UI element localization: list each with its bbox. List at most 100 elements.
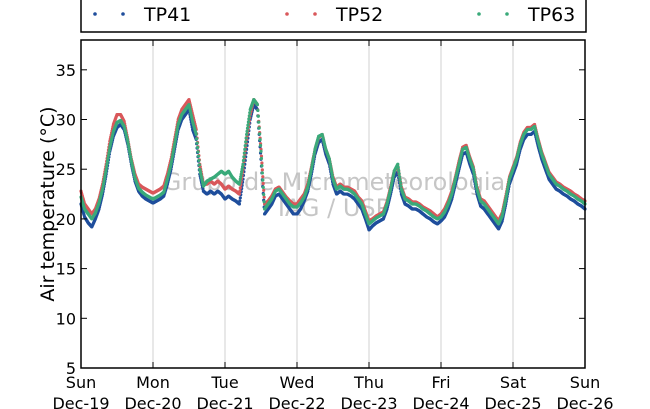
data-point (247, 114, 251, 118)
data-point (506, 182, 511, 186)
data-point (505, 192, 509, 196)
data-point (473, 177, 477, 181)
y-tick-label: 20 (56, 210, 76, 229)
data-point (129, 157, 133, 161)
data-point (473, 175, 477, 179)
data-point (472, 170, 476, 174)
data-point (506, 185, 510, 189)
data-point (312, 152, 316, 156)
data-point (330, 170, 334, 174)
data-point (237, 192, 241, 196)
data-point (106, 153, 111, 158)
x-tick-label-day: Mon (136, 373, 170, 392)
legend-marker (477, 12, 481, 16)
legend-marker (285, 12, 289, 16)
data-point (258, 132, 262, 136)
data-point (505, 189, 509, 194)
data-point (238, 180, 242, 184)
y-tick-label: 25 (56, 160, 76, 179)
data-point (101, 187, 105, 191)
data-point (261, 175, 265, 179)
data-points (79, 98, 587, 232)
data-point (172, 145, 176, 149)
data-point (106, 156, 110, 160)
data-point (259, 154, 264, 158)
data-point (312, 150, 317, 154)
legend-marker (93, 12, 97, 16)
data-point (105, 162, 109, 166)
x-tick-label-date: Dec-25 (484, 394, 541, 409)
data-point (174, 132, 178, 137)
data-point (237, 182, 241, 186)
data-point (173, 137, 178, 141)
data-point (127, 144, 131, 148)
legend-label-TP63: TP63 (527, 4, 575, 26)
data-point (104, 167, 108, 171)
data-point (255, 103, 259, 107)
data-point (262, 195, 266, 199)
x-axis: Sun Dec-19 Mon Dec-20 Tue Dec-21 Wed Dec-22 Thu D… (52, 40, 614, 409)
y-tick-label: 5 (66, 359, 76, 378)
data-point (327, 157, 331, 161)
data-point (258, 138, 262, 142)
data-point (397, 168, 401, 173)
data-point (396, 165, 400, 169)
data-point (128, 152, 132, 156)
data-point (240, 167, 244, 171)
data-point (398, 175, 402, 179)
data-point (239, 175, 243, 179)
data-point (105, 164, 109, 169)
data-point (245, 126, 250, 130)
data-point (174, 135, 178, 139)
legend-marker (313, 12, 317, 16)
data-point (173, 142, 177, 146)
data-point (176, 125, 180, 129)
data-point (259, 156, 264, 161)
data-point (261, 178, 265, 182)
data-point (107, 151, 111, 155)
legend-box (80, 0, 587, 33)
x-tick-label-date: Dec-24 (412, 394, 469, 409)
legend-marker (505, 12, 509, 16)
data-point (504, 197, 508, 201)
data-point (312, 155, 316, 159)
data-point (244, 136, 248, 140)
y-tick-label: 15 (56, 260, 76, 279)
data-point (105, 159, 110, 163)
data-point (169, 162, 173, 166)
data-point (330, 172, 334, 176)
data-point (102, 177, 106, 181)
data-point (245, 132, 249, 137)
y-tick-label: 30 (56, 111, 76, 130)
data-point (101, 182, 106, 186)
data-point (260, 168, 264, 172)
data-point (172, 147, 176, 151)
data-point (107, 148, 111, 152)
data-point (238, 186, 242, 190)
legend-label-TP41: TP41 (143, 4, 191, 26)
legend: TP41 TP52 TP63 (93, 4, 575, 26)
data-point (195, 145, 200, 150)
data-point (243, 147, 247, 151)
data-point (246, 120, 250, 124)
series-TP63 (79, 98, 587, 226)
data-point (239, 172, 243, 176)
data-point (311, 157, 315, 161)
data-point (102, 180, 106, 184)
data-point (260, 161, 264, 165)
data-point (237, 202, 241, 206)
data-point (474, 185, 479, 189)
data-point (197, 163, 201, 167)
y-axis-label: Air temperature (°C) (37, 106, 59, 301)
legend-label-TP52: TP52 (335, 4, 383, 26)
data-point (261, 181, 265, 186)
data-point (474, 180, 478, 184)
data-point (240, 165, 245, 169)
data-point (257, 126, 261, 130)
data-point (474, 182, 478, 186)
data-point (472, 172, 476, 176)
x-tick-label-date: Dec-23 (340, 394, 397, 409)
data-point (241, 158, 246, 163)
y-axis: 5 10 15 20 25 30 35 (56, 61, 585, 378)
data-point (245, 129, 249, 133)
